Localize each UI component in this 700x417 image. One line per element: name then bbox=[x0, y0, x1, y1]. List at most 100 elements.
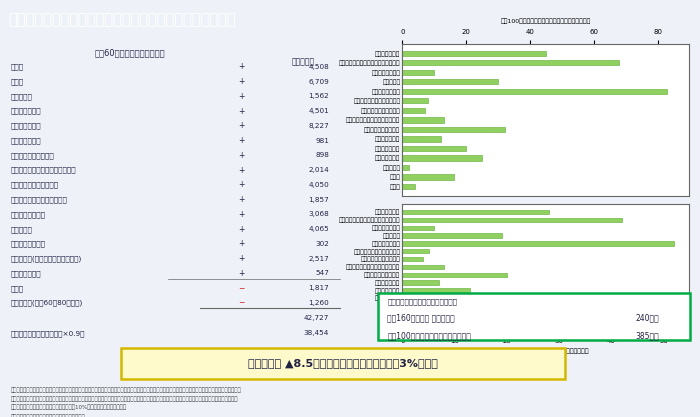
Text: 1,260: 1,260 bbox=[308, 300, 329, 306]
Text: +: + bbox=[238, 136, 245, 145]
Bar bbox=[402, 70, 435, 75]
Bar bbox=[402, 218, 622, 222]
Text: −: − bbox=[238, 284, 245, 293]
Bar bbox=[402, 319, 418, 324]
Text: −: − bbox=[238, 299, 245, 307]
Text: 宿泊業、飲食サービス業: 宿泊業、飲食サービス業 bbox=[10, 181, 59, 188]
Bar bbox=[402, 234, 502, 238]
Text: 情報通信業: 情報通信業 bbox=[10, 93, 32, 100]
Bar bbox=[402, 257, 423, 261]
Text: +: + bbox=[238, 239, 245, 249]
Text: +: + bbox=[238, 121, 245, 131]
Bar bbox=[402, 60, 620, 65]
Text: 1,817: 1,817 bbox=[308, 285, 329, 291]
Bar bbox=[402, 273, 507, 277]
Text: +: + bbox=[238, 107, 245, 116]
Text: 図表６：　残業規制による影響の試算（リスクシナリオ）: 図表６： 残業規制による影響の試算（リスクシナリオ） bbox=[8, 13, 236, 27]
Text: +: + bbox=[238, 254, 245, 263]
Text: +: + bbox=[238, 62, 245, 71]
Text: +: + bbox=[238, 92, 245, 101]
Text: 月間60時間超残業時間の合計: 月間60時間超残業時間の合計 bbox=[94, 48, 164, 58]
Text: 981: 981 bbox=[315, 138, 329, 143]
Text: 不動産業、物品賃貸業: 不動産業、物品賃貸業 bbox=[10, 152, 55, 159]
Text: 卸売業、小売業: 卸売業、小売業 bbox=[10, 123, 41, 129]
FancyBboxPatch shape bbox=[121, 348, 565, 379]
Bar bbox=[402, 241, 674, 246]
Text: （万時間）: （万時間） bbox=[292, 58, 315, 67]
Bar bbox=[402, 98, 428, 103]
Bar bbox=[402, 249, 428, 254]
Text: 自動車運転(残業60～80時間分): 自動車運転(残業60～80時間分) bbox=[10, 300, 83, 306]
Bar bbox=[402, 136, 441, 141]
Text: 教育、学習支援業: 教育、学習支援業 bbox=[10, 211, 46, 218]
Text: 4,050: 4,050 bbox=[308, 182, 329, 188]
Text: 4,508: 4,508 bbox=[308, 64, 329, 70]
Text: 所定外給与 ▲8.5兆円／年　＝　雇用者報酬を3%下押し: 所定外給与 ▲8.5兆円／年 ＝ 雇用者報酬を3%下押し bbox=[248, 358, 438, 368]
Bar bbox=[402, 311, 455, 316]
Text: 毎月100時間働くパートタイム労働者: 毎月100時間働くパートタイム労働者 bbox=[387, 331, 471, 340]
Text: 38,454: 38,454 bbox=[304, 330, 329, 336]
Bar bbox=[402, 304, 407, 308]
Text: 製造業: 製造業 bbox=[10, 78, 24, 85]
Text: 385万人: 385万人 bbox=[636, 331, 659, 340]
Text: 規制される残業時間を労働力に換算: 規制される残業時間を労働力に換算 bbox=[387, 298, 457, 305]
Bar bbox=[402, 265, 444, 269]
Text: 運輸業、郵便業: 運輸業、郵便業 bbox=[10, 108, 41, 114]
Bar bbox=[402, 127, 505, 132]
Bar bbox=[402, 184, 415, 189]
Bar bbox=[402, 89, 667, 94]
Bar bbox=[402, 210, 549, 214]
Bar bbox=[402, 117, 444, 123]
Text: 生活関連サービス業、娯楽業: 生活関連サービス業、娯楽業 bbox=[10, 196, 67, 203]
Text: 42,727: 42,727 bbox=[304, 315, 329, 321]
Text: +: + bbox=[238, 210, 245, 219]
Text: 3,068: 3,068 bbox=[308, 211, 329, 217]
Bar bbox=[402, 174, 454, 180]
X-axis label: （月160時間　働く一般労働者で補う時、万人）: （月160時間 働く一般労働者で補う時、万人） bbox=[503, 349, 589, 354]
Bar bbox=[402, 108, 425, 113]
Text: 建設業: 建設業 bbox=[10, 63, 24, 70]
Text: 4,065: 4,065 bbox=[308, 226, 329, 232]
FancyBboxPatch shape bbox=[378, 293, 690, 340]
Bar bbox=[402, 165, 409, 170]
Text: +: + bbox=[238, 166, 245, 175]
Bar bbox=[402, 280, 439, 285]
Text: +: + bbox=[238, 151, 245, 160]
Text: 毎月160時間働く 一般労働者: 毎月160時間働く 一般労働者 bbox=[387, 314, 455, 323]
Bar bbox=[402, 296, 486, 300]
Text: 547: 547 bbox=[315, 271, 329, 276]
Bar bbox=[402, 146, 466, 151]
Text: 金融業、保険業: 金融業、保険業 bbox=[10, 137, 41, 144]
Text: 240万人: 240万人 bbox=[636, 314, 659, 323]
Text: ここでは自動車運転従事者と同義とみなした。労働力調査では、サービス残業や休憩時間などが労働時間としてカウントされている可能性があるため、: ここでは自動車運転従事者と同義とみなした。労働力調査では、サービス残業や休憩時間… bbox=[10, 396, 238, 402]
Text: 医療、福祉: 医療、福祉 bbox=[10, 226, 32, 233]
X-axis label: （月100時間　働くパートタイムで補う時、万人）: （月100時間 働くパートタイムで補う時、万人） bbox=[500, 19, 592, 24]
Text: 労働力調査と毎月勤労統計の差を参考に10%割り引いて試算を行った。: 労働力調査と毎月勤労統計の差を参考に10%割り引いて試算を行った。 bbox=[10, 405, 127, 410]
Text: 労働力調査過剰カウント（×0.9）: 労働力調査過剰カウント（×0.9） bbox=[10, 330, 85, 337]
Text: +: + bbox=[238, 181, 245, 189]
Bar bbox=[402, 79, 498, 85]
Bar bbox=[402, 226, 434, 230]
Text: 2,517: 2,517 bbox=[308, 256, 329, 262]
Text: 分類不能の産業: 分類不能の産業 bbox=[10, 270, 41, 277]
Text: +: + bbox=[238, 269, 245, 278]
Text: 学術研究、専門・技術サービス業: 学術研究、専門・技術サービス業 bbox=[10, 167, 76, 173]
Text: 2,014: 2,014 bbox=[308, 167, 329, 173]
Text: +: + bbox=[238, 225, 245, 234]
Text: サービス業(他に分類されないもの): サービス業(他に分類されないもの) bbox=[10, 256, 82, 262]
Text: 4,501: 4,501 bbox=[308, 108, 329, 114]
Text: 複合サービス事業: 複合サービス事業 bbox=[10, 241, 46, 247]
Text: +: + bbox=[238, 77, 245, 86]
Text: （注）管理職は「管理的職業従事者」、自動車運転は「輸送・機械運転従事者」。「輸送・機械運転従事者」は電車や飛行機などの運転従事者も含まれるが、: （注）管理職は「管理的職業従事者」、自動車運転は「輸送・機械運転従事者」。「輸送… bbox=[10, 387, 241, 392]
Bar bbox=[402, 288, 470, 292]
Text: 1,857: 1,857 bbox=[308, 197, 329, 203]
Text: +: + bbox=[238, 195, 245, 204]
Text: （出所）総務省、厚生労働省統計より大和総研作成: （出所）総務省、厚生労働省統計より大和総研作成 bbox=[10, 414, 85, 417]
Bar bbox=[402, 155, 482, 161]
Text: 8,227: 8,227 bbox=[308, 123, 329, 129]
Text: 898: 898 bbox=[315, 152, 329, 158]
Bar bbox=[402, 51, 546, 56]
Text: 1,562: 1,562 bbox=[308, 93, 329, 99]
Text: 6,709: 6,709 bbox=[308, 78, 329, 85]
Text: 管理職: 管理職 bbox=[10, 285, 24, 291]
